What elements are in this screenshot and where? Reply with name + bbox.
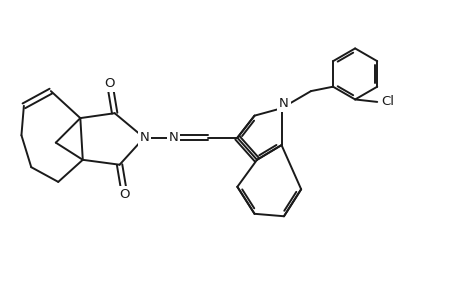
- Text: Cl: Cl: [381, 95, 394, 108]
- Text: O: O: [119, 188, 129, 201]
- Text: N: N: [168, 131, 178, 144]
- Text: O: O: [104, 77, 115, 90]
- Text: N: N: [140, 131, 149, 144]
- Text: N: N: [279, 97, 288, 110]
